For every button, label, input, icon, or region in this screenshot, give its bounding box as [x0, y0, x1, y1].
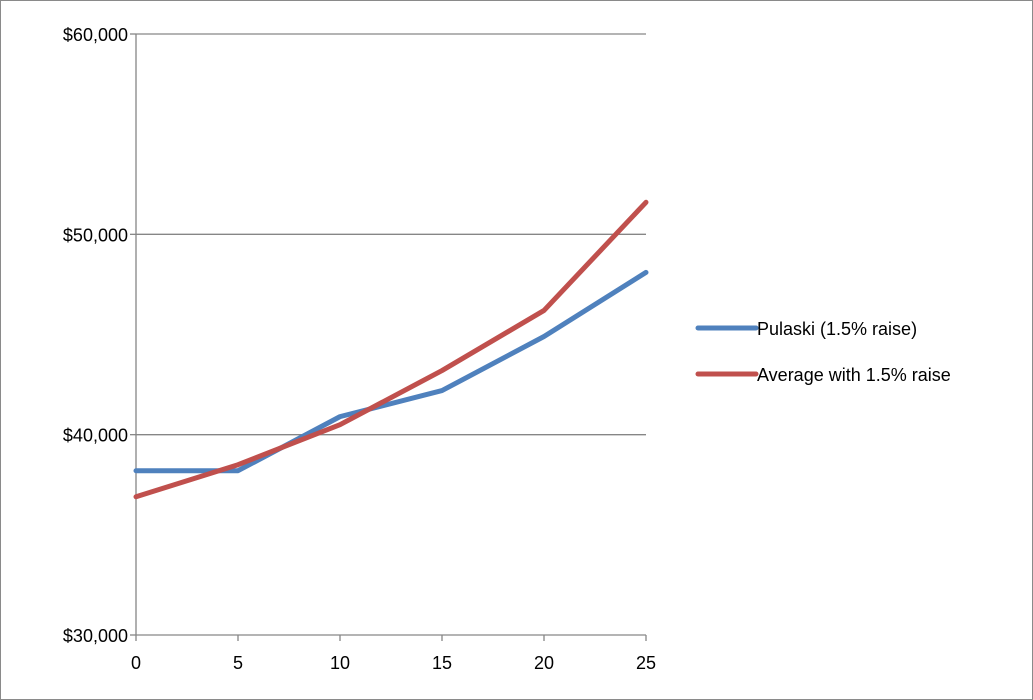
x-tick-label: 10: [330, 653, 350, 673]
x-tick-label: 20: [534, 653, 554, 673]
y-tick-labels: $30,000 $40,000 $50,000 $60,000: [63, 25, 128, 646]
x-tick-label: 0: [131, 653, 141, 673]
x-tick-labels: 0 5 10 15 20 25: [131, 653, 656, 673]
x-tick-label: 15: [432, 653, 452, 673]
y-tick-label: $60,000: [63, 25, 128, 45]
y-tick-label: $40,000: [63, 426, 128, 446]
x-tick-label: 25: [636, 653, 656, 673]
series-line-2: [133, 199, 649, 500]
y-tick-label: $50,000: [63, 225, 128, 245]
legend-label-2: Average with 1.5% raise: [757, 365, 951, 385]
gridlines: [136, 33, 646, 436]
axes: [130, 33, 647, 641]
y-tick-label: $30,000: [63, 626, 128, 646]
series-line-1: [133, 269, 649, 474]
legend: Pulaski (1.5% raise) Average with 1.5% ra…: [695, 319, 951, 385]
x-tick-label: 5: [233, 653, 243, 673]
series-lines: [133, 199, 649, 500]
legend-label-1: Pulaski (1.5% raise): [757, 319, 917, 339]
